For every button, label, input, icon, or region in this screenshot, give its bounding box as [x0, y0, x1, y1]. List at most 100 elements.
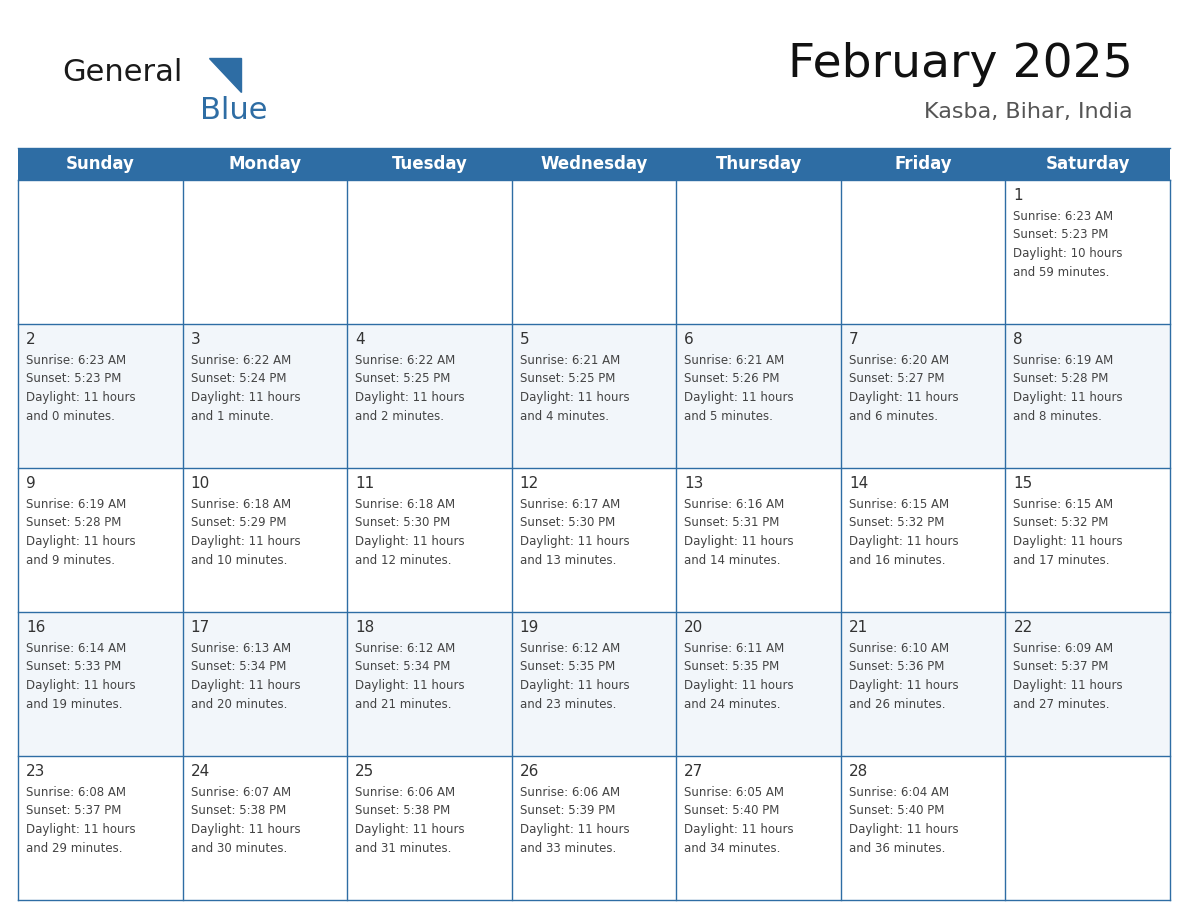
Text: and 14 minutes.: and 14 minutes.	[684, 554, 781, 566]
Text: Daylight: 11 hours: Daylight: 11 hours	[684, 391, 794, 404]
Bar	[18, 148, 1170, 180]
Text: 12: 12	[519, 476, 539, 491]
Text: Sunset: 5:29 PM: Sunset: 5:29 PM	[190, 517, 286, 530]
Text: Sunrise: 6:18 AM: Sunrise: 6:18 AM	[355, 498, 455, 511]
Text: and 17 minutes.: and 17 minutes.	[1013, 554, 1110, 566]
Text: and 30 minutes.: and 30 minutes.	[190, 842, 286, 855]
Text: Sunset: 5:25 PM: Sunset: 5:25 PM	[519, 373, 615, 386]
Text: 6: 6	[684, 332, 694, 347]
Text: Sunset: 5:33 PM: Sunset: 5:33 PM	[26, 660, 121, 674]
Text: and 33 minutes.: and 33 minutes.	[519, 842, 615, 855]
Text: Sunset: 5:27 PM: Sunset: 5:27 PM	[849, 373, 944, 386]
Text: Thursday: Thursday	[715, 155, 802, 173]
Text: Daylight: 11 hours: Daylight: 11 hours	[355, 679, 465, 692]
Text: Monday: Monday	[228, 155, 302, 173]
Text: Sunset: 5:34 PM: Sunset: 5:34 PM	[355, 660, 450, 674]
Text: 26: 26	[519, 764, 539, 779]
Text: 13: 13	[684, 476, 703, 491]
Text: Sunrise: 6:22 AM: Sunrise: 6:22 AM	[190, 354, 291, 367]
Text: Daylight: 11 hours: Daylight: 11 hours	[26, 823, 135, 836]
Text: and 59 minutes.: and 59 minutes.	[1013, 265, 1110, 278]
Text: and 8 minutes.: and 8 minutes.	[1013, 409, 1102, 422]
Text: Sunrise: 6:21 AM: Sunrise: 6:21 AM	[519, 354, 620, 367]
Text: and 2 minutes.: and 2 minutes.	[355, 409, 444, 422]
Text: Sunset: 5:31 PM: Sunset: 5:31 PM	[684, 517, 779, 530]
Text: February 2025: February 2025	[788, 42, 1133, 87]
Text: Sunset: 5:26 PM: Sunset: 5:26 PM	[684, 373, 779, 386]
Text: Sunrise: 6:12 AM: Sunrise: 6:12 AM	[355, 642, 455, 655]
Text: 18: 18	[355, 620, 374, 635]
Text: Sunset: 5:35 PM: Sunset: 5:35 PM	[684, 660, 779, 674]
Text: Sunset: 5:34 PM: Sunset: 5:34 PM	[190, 660, 286, 674]
Text: Daylight: 11 hours: Daylight: 11 hours	[355, 391, 465, 404]
Text: Sunrise: 6:09 AM: Sunrise: 6:09 AM	[1013, 642, 1113, 655]
Text: Daylight: 11 hours: Daylight: 11 hours	[519, 823, 630, 836]
Text: 22: 22	[1013, 620, 1032, 635]
Text: Daylight: 11 hours: Daylight: 11 hours	[190, 535, 301, 548]
Text: Sunrise: 6:19 AM: Sunrise: 6:19 AM	[1013, 354, 1113, 367]
Text: Daylight: 11 hours: Daylight: 11 hours	[849, 391, 959, 404]
Text: Sunset: 5:38 PM: Sunset: 5:38 PM	[190, 804, 286, 818]
Text: and 19 minutes.: and 19 minutes.	[26, 698, 122, 711]
Text: Sunrise: 6:23 AM: Sunrise: 6:23 AM	[26, 354, 126, 367]
Text: Sunset: 5:37 PM: Sunset: 5:37 PM	[1013, 660, 1108, 674]
Text: 4: 4	[355, 332, 365, 347]
Text: Daylight: 11 hours: Daylight: 11 hours	[355, 823, 465, 836]
Text: Sunrise: 6:16 AM: Sunrise: 6:16 AM	[684, 498, 784, 511]
Text: Daylight: 11 hours: Daylight: 11 hours	[684, 535, 794, 548]
Text: Sunrise: 6:12 AM: Sunrise: 6:12 AM	[519, 642, 620, 655]
Text: Daylight: 11 hours: Daylight: 11 hours	[190, 391, 301, 404]
Text: Friday: Friday	[895, 155, 952, 173]
Text: Daylight: 11 hours: Daylight: 11 hours	[519, 391, 630, 404]
Text: Daylight: 11 hours: Daylight: 11 hours	[519, 679, 630, 692]
Text: Sunset: 5:30 PM: Sunset: 5:30 PM	[355, 517, 450, 530]
Polygon shape	[209, 58, 241, 92]
Text: and 21 minutes.: and 21 minutes.	[355, 698, 451, 711]
Text: Sunrise: 6:14 AM: Sunrise: 6:14 AM	[26, 642, 126, 655]
Text: Daylight: 11 hours: Daylight: 11 hours	[26, 391, 135, 404]
Text: Sunrise: 6:06 AM: Sunrise: 6:06 AM	[519, 786, 620, 799]
Text: Sunrise: 6:10 AM: Sunrise: 6:10 AM	[849, 642, 949, 655]
Text: Daylight: 11 hours: Daylight: 11 hours	[684, 679, 794, 692]
Text: Daylight: 11 hours: Daylight: 11 hours	[355, 535, 465, 548]
Text: and 34 minutes.: and 34 minutes.	[684, 842, 781, 855]
Text: 9: 9	[26, 476, 36, 491]
Text: 11: 11	[355, 476, 374, 491]
Text: and 4 minutes.: and 4 minutes.	[519, 409, 608, 422]
Bar	[18, 612, 1170, 756]
Text: Sunset: 5:39 PM: Sunset: 5:39 PM	[519, 804, 615, 818]
Text: Wednesday: Wednesday	[541, 155, 647, 173]
Text: Blue: Blue	[200, 96, 267, 125]
Text: and 1 minute.: and 1 minute.	[190, 409, 273, 422]
Text: 28: 28	[849, 764, 868, 779]
Text: Sunrise: 6:18 AM: Sunrise: 6:18 AM	[190, 498, 291, 511]
Text: and 6 minutes.: and 6 minutes.	[849, 409, 937, 422]
Text: Tuesday: Tuesday	[392, 155, 467, 173]
Text: and 27 minutes.: and 27 minutes.	[1013, 698, 1110, 711]
Text: Sunset: 5:40 PM: Sunset: 5:40 PM	[849, 804, 944, 818]
Text: Daylight: 10 hours: Daylight: 10 hours	[1013, 247, 1123, 260]
Text: Sunset: 5:40 PM: Sunset: 5:40 PM	[684, 804, 779, 818]
Text: Sunset: 5:35 PM: Sunset: 5:35 PM	[519, 660, 615, 674]
Text: and 23 minutes.: and 23 minutes.	[519, 698, 617, 711]
Bar	[18, 324, 1170, 468]
Text: Daylight: 11 hours: Daylight: 11 hours	[684, 823, 794, 836]
Text: Sunrise: 6:23 AM: Sunrise: 6:23 AM	[1013, 210, 1113, 223]
Text: Sunrise: 6:08 AM: Sunrise: 6:08 AM	[26, 786, 126, 799]
Text: 2: 2	[26, 332, 36, 347]
Text: Sunset: 5:24 PM: Sunset: 5:24 PM	[190, 373, 286, 386]
Text: Sunrise: 6:17 AM: Sunrise: 6:17 AM	[519, 498, 620, 511]
Text: and 20 minutes.: and 20 minutes.	[190, 698, 287, 711]
Text: Sunrise: 6:20 AM: Sunrise: 6:20 AM	[849, 354, 949, 367]
Text: 19: 19	[519, 620, 539, 635]
Text: Daylight: 11 hours: Daylight: 11 hours	[849, 823, 959, 836]
Text: 21: 21	[849, 620, 868, 635]
Text: Daylight: 11 hours: Daylight: 11 hours	[1013, 679, 1123, 692]
Text: Daylight: 11 hours: Daylight: 11 hours	[26, 679, 135, 692]
Text: Sunrise: 6:15 AM: Sunrise: 6:15 AM	[849, 498, 949, 511]
Text: and 36 minutes.: and 36 minutes.	[849, 842, 946, 855]
Text: Sunrise: 6:06 AM: Sunrise: 6:06 AM	[355, 786, 455, 799]
Text: Sunset: 5:38 PM: Sunset: 5:38 PM	[355, 804, 450, 818]
Text: 24: 24	[190, 764, 210, 779]
Text: 3: 3	[190, 332, 201, 347]
